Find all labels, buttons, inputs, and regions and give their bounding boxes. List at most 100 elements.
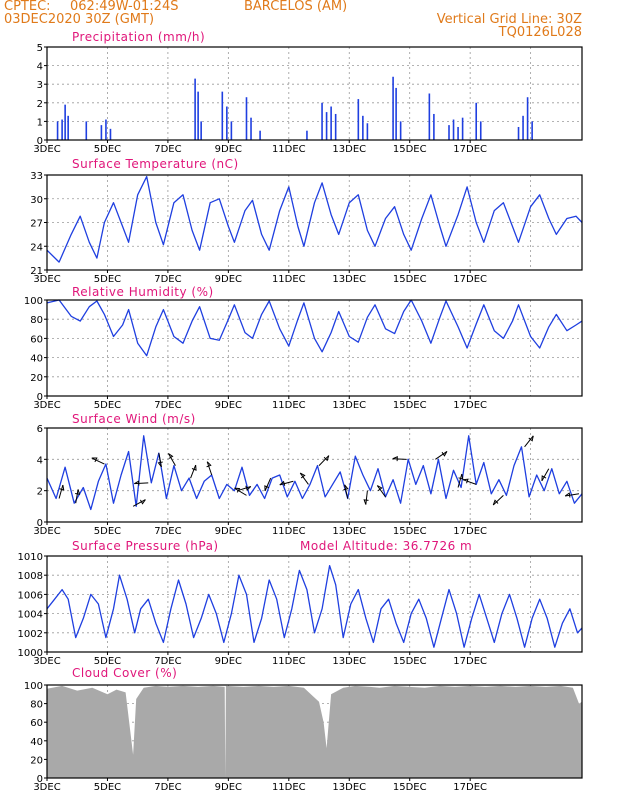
x-tick-label: 15DEC: [393, 526, 427, 537]
x-tick-label: 5DEC: [94, 656, 121, 667]
x-tick-label: 3DEC: [33, 144, 60, 155]
y-tick-label: 1004: [18, 610, 43, 621]
x-tick-label: 11DEC: [272, 782, 306, 793]
wind-arrow-head: [139, 499, 146, 505]
precip-bar: [531, 121, 533, 140]
x-tick-label: 7DEC: [154, 526, 181, 537]
panel-frame: [46, 555, 583, 653]
panel-pressure: 1000 1002 1004 1006 1008 1010 3DEC 5DEC 7DEC 9DEC…: [18, 539, 583, 667]
wind-arrow: [206, 461, 213, 476]
y-tick-label: 40: [30, 737, 43, 748]
y-tick-label: 2: [37, 99, 43, 110]
y-tick-label: 80: [30, 700, 43, 711]
wind-arrow: [435, 451, 448, 460]
x-tick-label: 15DEC: [393, 400, 427, 411]
x-tick-label: 9DEC: [215, 526, 242, 537]
panel-title: Surface Temperature (nC): [72, 157, 239, 171]
x-tick-label: 17DEC: [453, 144, 487, 155]
wind-arrow-head: [377, 485, 383, 491]
x-tick-label: 3DEC: [33, 782, 60, 793]
y-tick-label: 80: [30, 315, 43, 326]
wind-arrow: [365, 490, 368, 505]
wind-arrow-head: [462, 478, 469, 484]
x-tick-label: 9DEC: [215, 144, 242, 155]
x-tick-label: 7DEC: [154, 400, 181, 411]
series-line: [46, 299, 583, 357]
wind-arrow: [158, 452, 162, 467]
y-tick-label: 1006: [18, 590, 43, 601]
x-tick-label: 7DEC: [154, 144, 181, 155]
wind-arrow-head: [157, 461, 163, 468]
wind-arrow-head: [528, 435, 534, 442]
wind-arrow: [279, 480, 294, 486]
x-tick-label: 11DEC: [272, 144, 306, 155]
x-tick-label: 13DEC: [332, 144, 366, 155]
wind-arrow: [234, 487, 247, 496]
y-tick-label: 24: [30, 242, 43, 253]
wind-arrow-head: [234, 487, 241, 493]
precip-bar: [330, 106, 332, 140]
y-tick-label: 33: [30, 171, 43, 182]
precip-bar: [245, 97, 248, 140]
x-tick-label: 17DEC: [453, 656, 487, 667]
precip-bar: [100, 125, 103, 140]
wind-arrow-head: [458, 473, 464, 480]
precip-bar: [475, 102, 478, 140]
x-tick-label: 17DEC: [453, 400, 487, 411]
x-tick-label: 11DEC: [272, 274, 306, 285]
wind-arrow: [392, 458, 407, 460]
panel-title: Relative Humidity (%): [72, 285, 214, 299]
wind-arrow: [299, 472, 309, 485]
x-tick-label: 15DEC: [393, 144, 427, 155]
precip-bar: [105, 119, 107, 140]
x-tick-label: 9DEC: [215, 274, 242, 285]
y-tick-label: 1010: [18, 552, 43, 563]
x-tick-label: 3DEC: [33, 656, 60, 667]
y-tick-label: 27: [30, 219, 43, 230]
precip-bar: [392, 76, 394, 140]
y-tick-label: 40: [30, 354, 43, 365]
x-tick-label: 15DEC: [393, 782, 427, 793]
x-tick-label: 9DEC: [215, 782, 242, 793]
wind-arrow-head: [279, 480, 286, 486]
y-tick-label: 100: [24, 296, 43, 307]
y-tick-label: 6: [37, 424, 43, 435]
y-tick-label: 100: [24, 681, 43, 692]
wind-arrow: [524, 435, 534, 448]
wind-arrow-head: [492, 499, 499, 506]
x-tick-label: 5DEC: [94, 526, 121, 537]
precip-bar: [357, 99, 360, 140]
wind-arrow-head: [441, 451, 448, 457]
header-source: CPTEC:: [4, 0, 51, 14]
precip-bar: [517, 126, 520, 140]
y-tick-label: 1002: [18, 629, 43, 640]
y-tick-label: 4: [37, 455, 43, 466]
precip-bar: [306, 130, 308, 140]
x-tick-label: 11DEC: [272, 526, 306, 537]
wind-arrow-head: [323, 455, 330, 462]
precip-bar: [522, 115, 524, 140]
x-tick-label: 11DEC: [272, 656, 306, 667]
precip-bar: [433, 113, 435, 140]
precip-bar: [395, 87, 397, 140]
wind-arrow-head: [168, 453, 174, 459]
precip-bar: [259, 130, 261, 140]
precip-bar: [109, 128, 112, 140]
x-tick-label: 5DEC: [94, 782, 121, 793]
x-tick-label: 9DEC: [215, 656, 242, 667]
wind-arrow-head: [75, 489, 81, 495]
precip-bar: [226, 106, 228, 140]
precip-bar: [221, 91, 224, 140]
precip-bar: [399, 121, 402, 140]
y-tick-label: 1000: [18, 648, 43, 659]
x-tick-label: 7DEC: [154, 782, 181, 793]
wind-arrow: [237, 486, 251, 492]
y-tick-label: 0: [37, 518, 43, 529]
wind-arrow-head: [91, 457, 98, 463]
wind-arrow: [376, 485, 386, 498]
panel-title: Surface Wind (m/s): [72, 412, 196, 426]
header-datetime: 03DEC2020 30Z (GMT): [4, 12, 155, 27]
y-tick-label: 3: [37, 80, 43, 91]
x-tick-label: 15DEC: [393, 274, 427, 285]
x-tick-label: 7DEC: [154, 274, 181, 285]
